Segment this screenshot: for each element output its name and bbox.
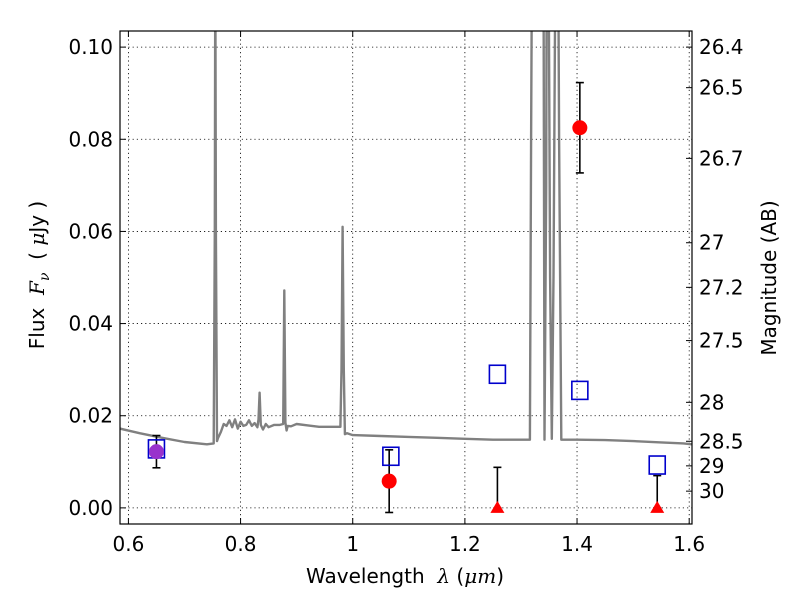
model-photometry-box	[488, 364, 507, 385]
y2-tick-label: 27	[699, 231, 724, 255]
x-tick-label: 1	[346, 532, 359, 556]
y2-tick-label: 29	[699, 454, 724, 478]
model-photometry-box	[382, 446, 400, 467]
x-tick-label: 1.4	[561, 532, 593, 556]
detection-point	[572, 120, 588, 136]
y-tick-label: 0.02	[68, 404, 113, 428]
x-axis-label-unit-open: (	[450, 564, 464, 588]
detection-point	[381, 473, 397, 489]
y-axis-label-prefix: Flux	[25, 295, 49, 349]
x-axis-label-unit: μm	[464, 564, 496, 588]
points-layer	[147, 81, 667, 514]
y2-tick-label: 30	[699, 479, 724, 503]
detection-point	[148, 444, 164, 460]
y-tick-label: 0.08	[68, 127, 113, 151]
y2-tick-label: 28	[699, 390, 724, 414]
y2-tick-label: 27.5	[699, 329, 744, 353]
y-axis-label: Flux Fν ( μJy )	[25, 201, 53, 349]
y-axis-label-subscript: ν	[37, 272, 53, 281]
upper-limit-triangle	[650, 500, 665, 513]
y2-tick-label: 26.5	[699, 76, 744, 100]
y2-tick-label: 26.4	[699, 35, 744, 59]
plot-frame	[119, 30, 693, 525]
y-tick-label: 0.06	[68, 219, 113, 243]
x-axis-label-unit-close: )	[496, 564, 504, 588]
y2-tick-label: 27.2	[699, 275, 744, 299]
x-axis-label-prefix: Wavelength	[306, 564, 437, 588]
y-axis-label-unit-open: (	[25, 246, 49, 273]
y-tick-label: 0.04	[68, 312, 113, 336]
model-photometry-box	[571, 380, 589, 401]
x-tick-label: 1.2	[449, 532, 481, 556]
y2-axis-label: Magnitude (AB)	[757, 200, 781, 355]
y-axis-label-symbol: F	[25, 280, 49, 296]
y-axis-label-unit-mu: μ	[25, 233, 49, 246]
x-tick-label: 0.6	[113, 532, 145, 556]
x-axis-label-symbol: λ	[436, 564, 450, 588]
y2-tick-label: 26.7	[699, 146, 744, 170]
grid-layer	[120, 31, 692, 524]
y-tick-label: 0.00	[68, 496, 113, 520]
upper-limit-triangle	[490, 500, 505, 513]
x-tick-label: 0.8	[225, 532, 257, 556]
y2-tick-label: 28.5	[699, 429, 744, 453]
model-spectrum-line	[120, 31, 692, 446]
spectrum-layer	[120, 31, 692, 446]
x-tick-label: 1.6	[673, 532, 705, 556]
ticks-layer: 0.6 0.8 1 1.2 1.4 1.6 0.00 0.02 0.04 0.06 0.08 0.10…	[68, 31, 744, 556]
y-axis-label-unit: Jy )	[25, 201, 49, 235]
model-photometry-box	[648, 455, 667, 475]
x-axis-label: Wavelength λ (μm)	[306, 564, 504, 588]
y-tick-label: 0.10	[68, 35, 113, 59]
